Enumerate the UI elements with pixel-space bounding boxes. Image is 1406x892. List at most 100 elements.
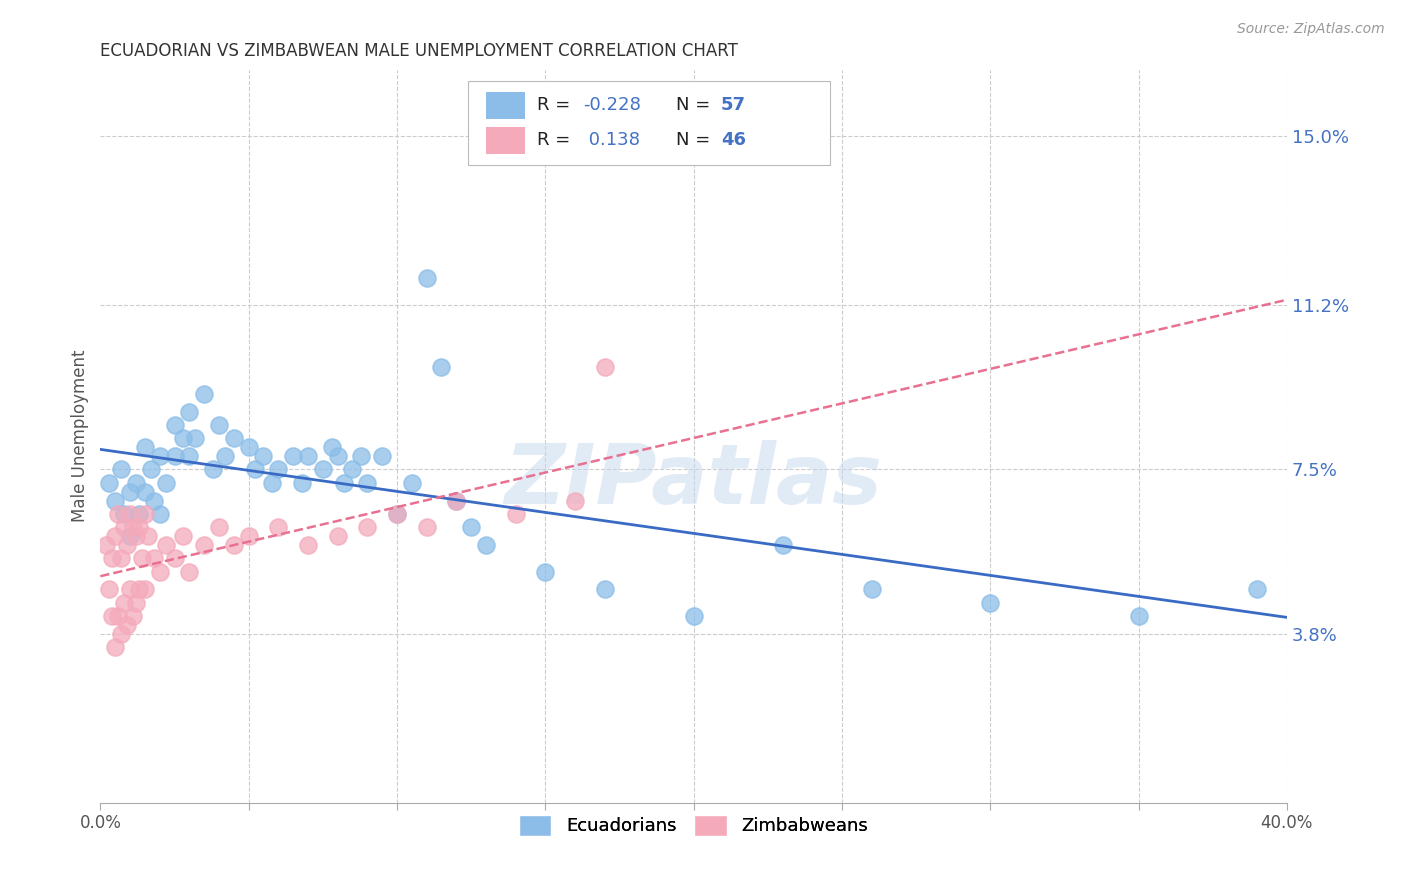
- Point: [107, 609, 129, 624]
- Point: [104, 493, 127, 508]
- Point: [125, 529, 148, 543]
- Point: [772, 538, 794, 552]
- Point: [128, 507, 150, 521]
- Point: [112, 520, 135, 534]
- Point: [104, 529, 127, 543]
- Point: [125, 475, 148, 490]
- Y-axis label: Male Unemployment: Male Unemployment: [72, 350, 89, 523]
- Point: [179, 565, 201, 579]
- Point: [115, 538, 138, 552]
- Point: [172, 431, 194, 445]
- Point: [128, 520, 150, 534]
- Point: [134, 484, 156, 499]
- Point: [1246, 582, 1268, 597]
- Point: [350, 449, 373, 463]
- Point: [134, 582, 156, 597]
- Point: [118, 484, 141, 499]
- Point: [134, 440, 156, 454]
- Point: [163, 551, 186, 566]
- Point: [107, 507, 129, 521]
- Point: [115, 618, 138, 632]
- Text: N =: N =: [676, 131, 716, 150]
- Point: [110, 462, 132, 476]
- Point: [267, 462, 290, 476]
- Point: [267, 520, 290, 534]
- Point: [208, 417, 231, 432]
- Text: ZIPatlas: ZIPatlas: [505, 440, 883, 521]
- Point: [142, 493, 165, 508]
- FancyBboxPatch shape: [486, 92, 524, 119]
- Text: Source: ZipAtlas.com: Source: ZipAtlas.com: [1237, 22, 1385, 37]
- Text: ECUADORIAN VS ZIMBABWEAN MALE UNEMPLOYMENT CORRELATION CHART: ECUADORIAN VS ZIMBABWEAN MALE UNEMPLOYME…: [100, 42, 738, 60]
- Point: [291, 475, 314, 490]
- Point: [238, 440, 260, 454]
- Point: [139, 462, 162, 476]
- Text: R =: R =: [537, 131, 576, 150]
- Point: [297, 449, 319, 463]
- Point: [98, 582, 121, 597]
- Point: [262, 475, 284, 490]
- Point: [155, 475, 177, 490]
- Point: [243, 462, 266, 476]
- Text: R =: R =: [537, 96, 576, 114]
- Point: [118, 529, 141, 543]
- Point: [415, 271, 437, 285]
- Point: [184, 431, 207, 445]
- Point: [283, 449, 305, 463]
- Point: [979, 596, 1001, 610]
- Point: [110, 551, 132, 566]
- Point: [505, 507, 527, 521]
- Point: [112, 596, 135, 610]
- Point: [430, 360, 453, 375]
- Point: [118, 582, 141, 597]
- Point: [131, 551, 153, 566]
- Point: [134, 507, 156, 521]
- Point: [371, 449, 394, 463]
- Point: [136, 529, 159, 543]
- Legend: Ecuadorians, Zimbabweans: Ecuadorians, Zimbabweans: [510, 806, 877, 845]
- Point: [326, 529, 349, 543]
- Point: [222, 538, 245, 552]
- Point: [385, 507, 408, 521]
- Point: [415, 520, 437, 534]
- Point: [122, 609, 145, 624]
- Point: [101, 609, 124, 624]
- Text: 57: 57: [721, 96, 745, 114]
- Point: [149, 565, 172, 579]
- Point: [172, 529, 194, 543]
- Point: [122, 520, 145, 534]
- Point: [252, 449, 274, 463]
- Point: [96, 538, 118, 552]
- Point: [593, 360, 616, 375]
- Point: [460, 520, 482, 534]
- Point: [238, 529, 260, 543]
- Point: [214, 449, 236, 463]
- Point: [326, 449, 349, 463]
- Point: [385, 507, 408, 521]
- Point: [312, 462, 335, 476]
- Point: [101, 551, 124, 566]
- Point: [193, 538, 215, 552]
- Point: [682, 609, 704, 624]
- Point: [297, 538, 319, 552]
- Point: [98, 475, 121, 490]
- Text: -0.228: -0.228: [583, 96, 641, 114]
- Point: [332, 475, 354, 490]
- Point: [163, 417, 186, 432]
- Point: [356, 475, 378, 490]
- FancyBboxPatch shape: [468, 80, 830, 165]
- Point: [446, 493, 468, 508]
- Point: [118, 507, 141, 521]
- Point: [104, 640, 127, 654]
- Point: [149, 507, 172, 521]
- Text: N =: N =: [676, 96, 716, 114]
- Point: [179, 449, 201, 463]
- Point: [342, 462, 364, 476]
- Point: [179, 405, 201, 419]
- Point: [128, 582, 150, 597]
- Point: [356, 520, 378, 534]
- Point: [222, 431, 245, 445]
- Point: [860, 582, 883, 597]
- Point: [155, 538, 177, 552]
- Point: [321, 440, 343, 454]
